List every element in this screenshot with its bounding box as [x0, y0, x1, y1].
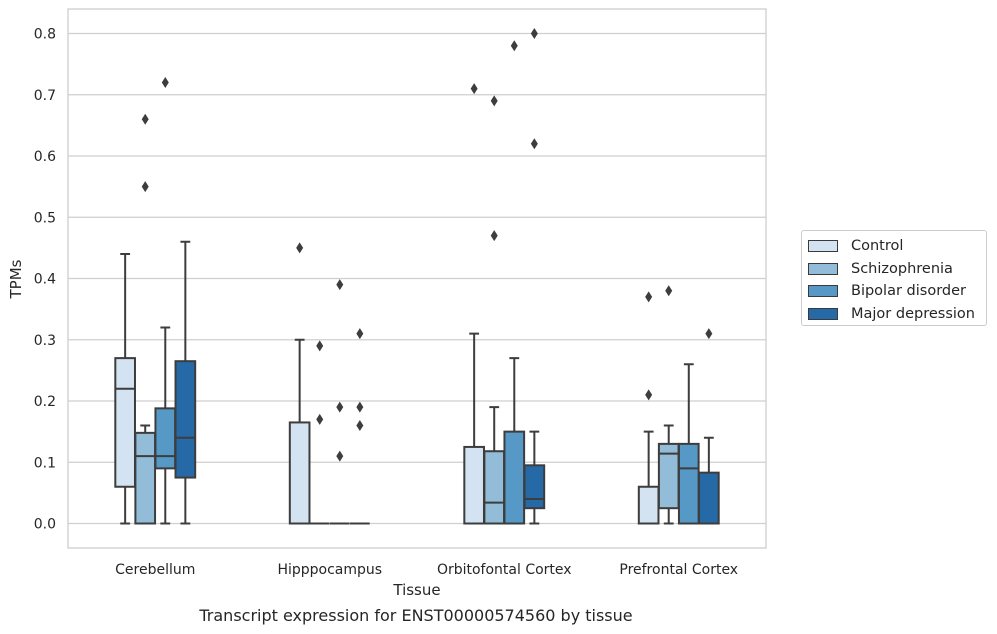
legend-swatch-major-depression	[808, 307, 838, 320]
outlier-point	[316, 413, 324, 425]
outlier-point	[141, 113, 149, 125]
outlier-point	[356, 420, 364, 431]
box-iqr	[637, 485, 660, 525]
plot-frame	[67, 8, 767, 549]
box-iqr	[154, 407, 177, 470]
box-iqr	[523, 464, 546, 510]
y-tick-label: 0.3	[34, 333, 56, 349]
box-group	[523, 28, 546, 525]
x-tick-labels: Cerebellum Hipppocampus Orbitofontal Corte…	[115, 562, 738, 578]
legend-item-major-depression: Major depression	[808, 303, 980, 326]
box-group	[677, 363, 700, 525]
box-group	[483, 95, 506, 525]
outlier-point	[356, 328, 364, 340]
outlier-point	[530, 28, 538, 39]
outlier-point	[161, 77, 169, 88]
legend-swatch-bipolar-disorder	[808, 285, 838, 298]
legend-swatch-control	[808, 240, 838, 253]
x-tick-label: Cerebellum	[115, 562, 195, 578]
outlier-point	[705, 328, 713, 340]
legend-label-schizophrenia: Schizophrenia	[851, 260, 953, 277]
y-tick-label: 0.5	[34, 210, 56, 226]
outlier-point	[316, 340, 324, 352]
y-tick-label: 0.0	[34, 517, 56, 533]
outlier-point	[665, 285, 673, 297]
x-axis-title: Tissue	[392, 581, 440, 599]
outlier-point	[490, 95, 498, 107]
legend-label-major-depression: Major depression	[851, 305, 975, 322]
box-group	[503, 40, 526, 525]
y-tick-label: 0.1	[34, 455, 56, 471]
legend: Control Schizophrenia Bipolar disorder M…	[801, 230, 987, 326]
box-iqr	[677, 442, 700, 525]
box-group	[698, 328, 720, 525]
outlier-point	[336, 450, 344, 462]
x-tick-label: Prefrontal Cortex	[619, 562, 738, 578]
box-group	[637, 291, 660, 525]
box-plots	[114, 28, 720, 525]
outlier-point	[530, 138, 538, 150]
box-group	[350, 328, 370, 525]
y-axis-title: TPMs	[7, 259, 25, 299]
outlier-point	[510, 40, 518, 52]
box-group	[329, 279, 350, 525]
outlier-point	[470, 83, 478, 95]
box-group	[154, 77, 177, 525]
x-tick-label: Hipppocampus	[277, 562, 382, 578]
box-iqr	[483, 450, 506, 525]
legend-item-control: Control	[808, 235, 980, 258]
outlier-point	[336, 279, 344, 291]
box-group	[657, 285, 680, 525]
box-iqr	[463, 445, 485, 525]
legend-item-schizophrenia: Schizophrenia	[808, 258, 980, 281]
y-tick-labels: 0.0 0.1 0.2 0.3 0.4 0.5 0.6 0.7 0.8	[34, 27, 56, 533]
y-tick-label: 0.4	[34, 272, 56, 288]
outlier-point	[645, 389, 653, 401]
legend-swatch-schizophrenia	[808, 262, 838, 275]
box-iqr	[134, 431, 157, 525]
outlier-point	[645, 291, 653, 303]
box-iqr	[698, 471, 720, 525]
box-group	[288, 242, 311, 525]
legend-item-bipolar-disorder: Bipolar disorder	[808, 280, 980, 303]
y-tick-label: 0.8	[34, 27, 56, 43]
box-iqr	[503, 430, 526, 525]
outlier-point	[356, 401, 364, 413]
y-tick-label: 0.6	[34, 149, 56, 165]
y-tick-label: 0.7	[34, 88, 56, 104]
x-tick-label: Orbitofontal Cortex	[437, 562, 572, 578]
chart-caption: Transcript expression for ENST0000057456…	[199, 606, 633, 625]
legend-label-control: Control	[851, 238, 904, 255]
outlier-point	[336, 401, 344, 413]
outlier-point	[490, 230, 498, 242]
outlier-point	[141, 181, 149, 193]
box-iqr	[174, 360, 197, 479]
box-group	[174, 240, 197, 525]
box-group	[463, 83, 485, 525]
y-tick-label: 0.2	[34, 394, 56, 410]
box-iqr	[288, 421, 311, 525]
box-group	[134, 113, 157, 525]
box-group	[114, 253, 136, 525]
box-iqr	[114, 357, 136, 488]
box-group	[309, 340, 330, 525]
outlier-point	[296, 242, 304, 254]
legend-label-bipolar-disorder: Bipolar disorder	[851, 283, 966, 300]
